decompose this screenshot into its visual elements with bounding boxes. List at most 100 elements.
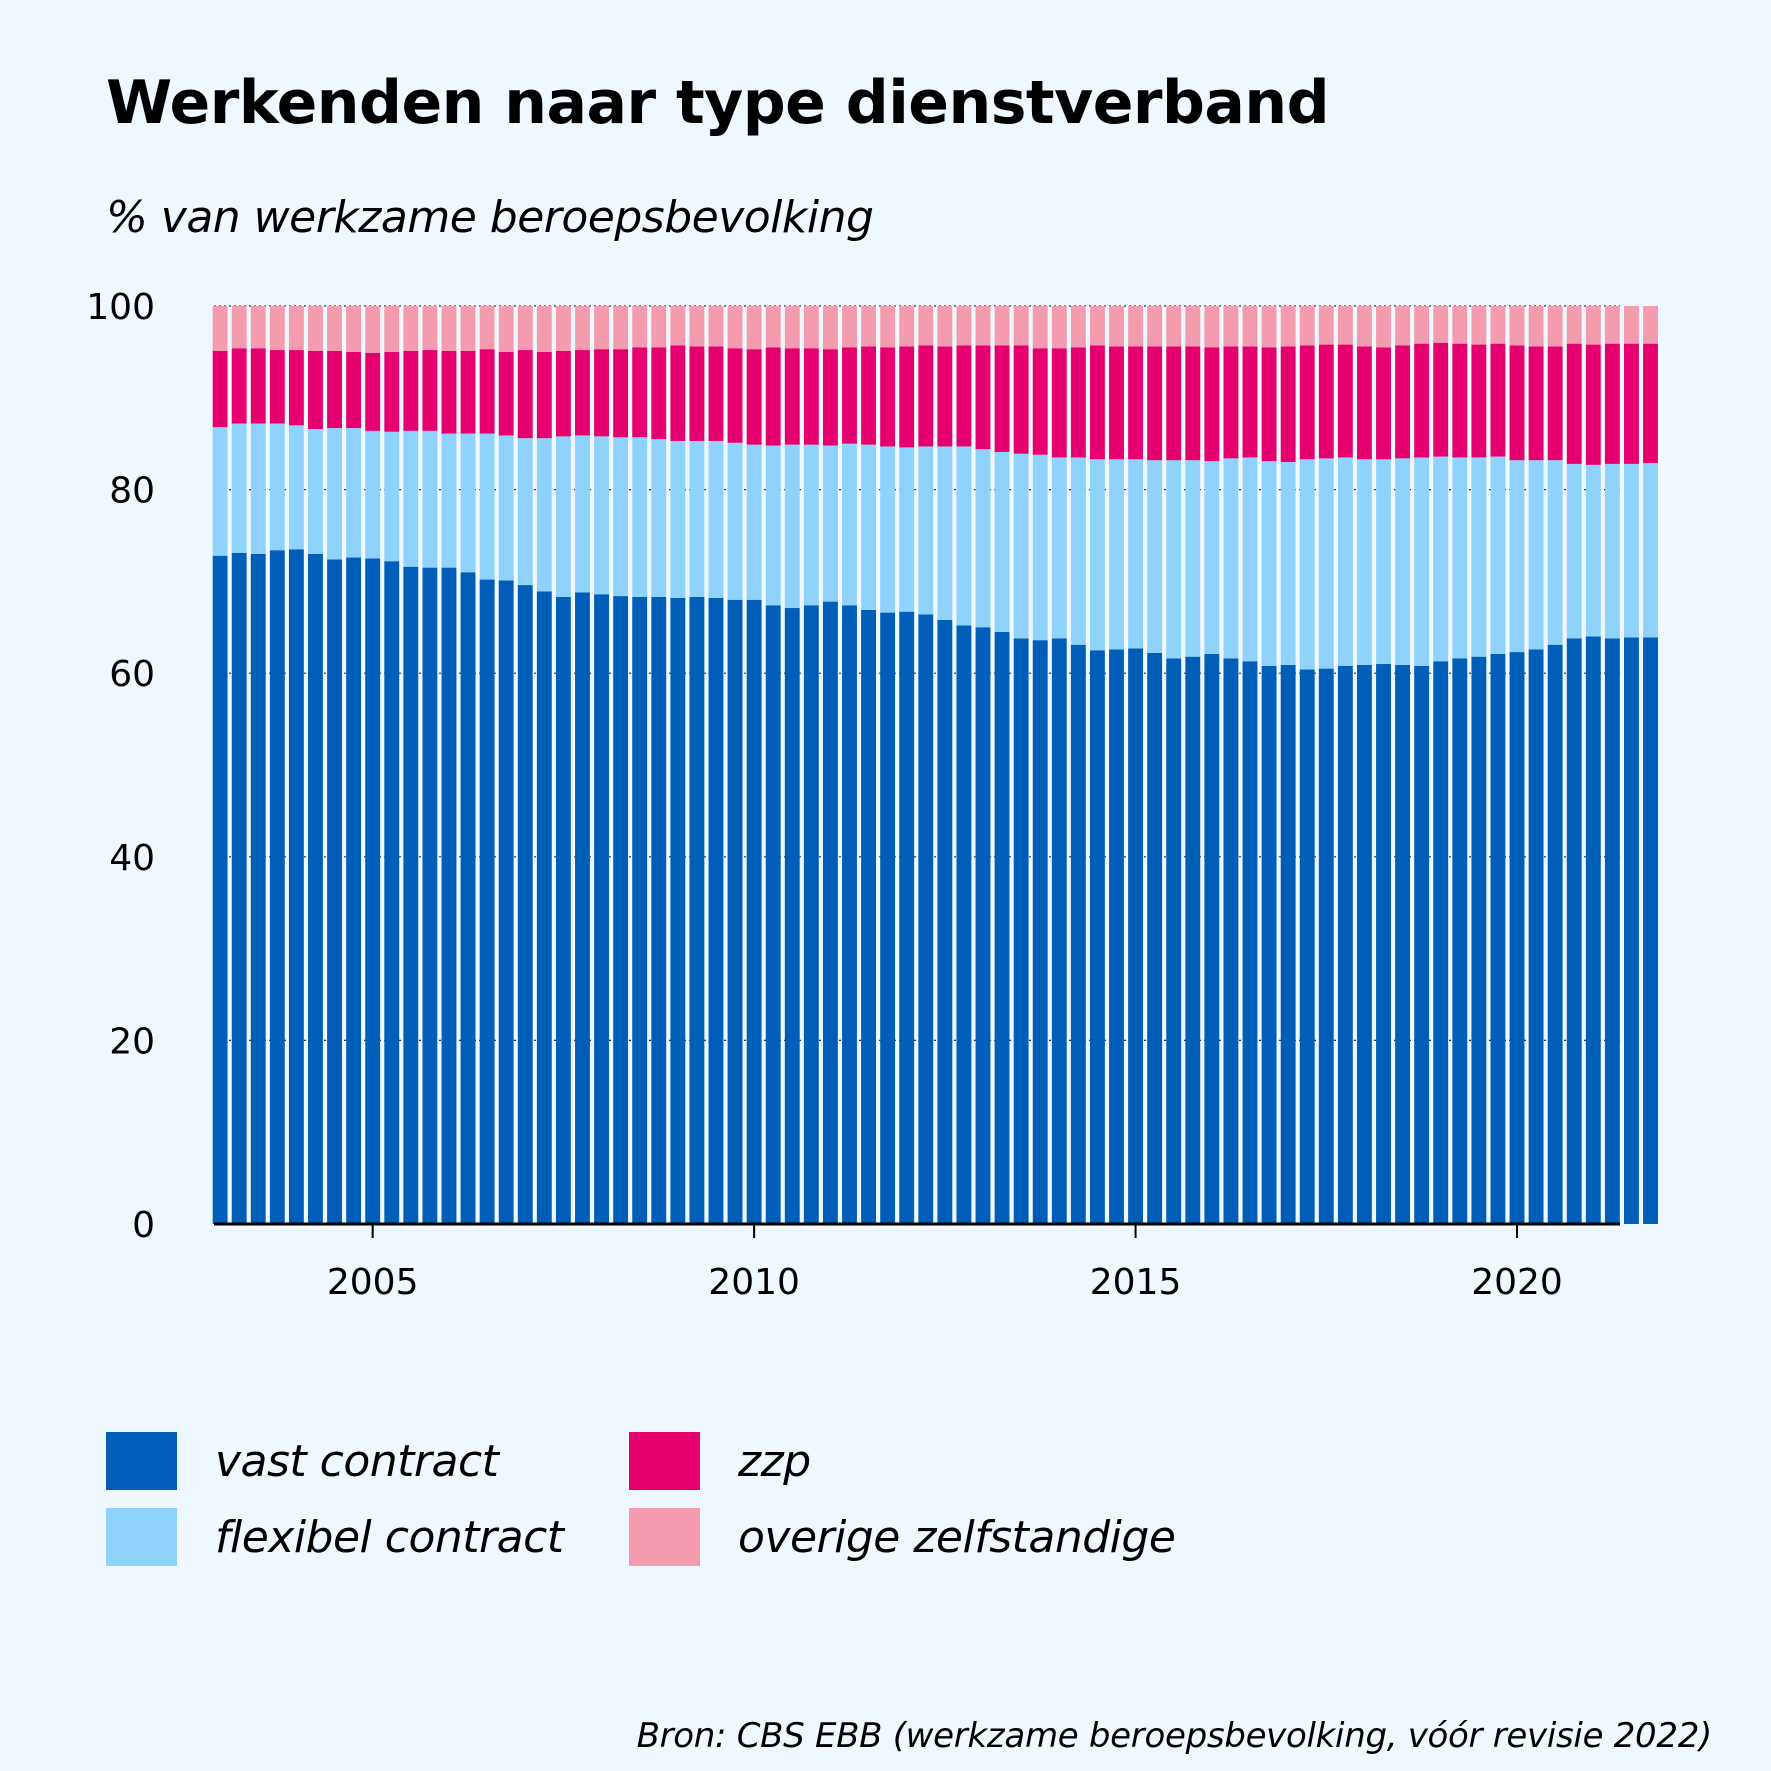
bar-segment-overige-zelfstandige-36 [899, 306, 915, 347]
bar-segment-flexibel-contract-30 [784, 444, 800, 609]
bar-segment-vast-contract-35 [880, 612, 896, 1224]
bar-segment-zzp-56 [1280, 346, 1296, 463]
bar-segment-zzp-37 [918, 345, 934, 447]
bar-segment-zzp-46 [1089, 345, 1105, 460]
y-tick-label-40: 40 [109, 838, 155, 879]
bar-segment-flexibel-contract-28 [746, 444, 762, 600]
bar-segment-overige-zelfstandige-34 [861, 306, 876, 347]
bar-segment-vast-contract-25 [689, 597, 705, 1224]
bar-segment-flexibel-contract-74 [1624, 463, 1639, 638]
bar-segment-zzp-30 [784, 348, 800, 445]
bar-segment-overige-zelfstandige-48 [1128, 306, 1144, 347]
bar-segment-vast-contract-58 [1318, 668, 1334, 1224]
bar-segment-overige-zelfstandige-6 [327, 306, 342, 351]
bar-segment-zzp-68 [1509, 345, 1525, 461]
bar-segment-vast-contract-67 [1490, 653, 1506, 1224]
bar-segment-overige-zelfstandige-29 [765, 306, 781, 348]
bar-segment-zzp-20 [594, 349, 609, 437]
bar-segment-vast-contract-39 [956, 625, 972, 1224]
bar-segment-zzp-43 [1032, 348, 1048, 455]
bar-segment-overige-zelfstandige-50 [1166, 306, 1182, 347]
bar-segment-zzp-35 [880, 347, 896, 447]
bar-segment-zzp-50 [1166, 346, 1182, 461]
bar-segment-overige-zelfstandige-64 [1433, 306, 1449, 343]
legend-label-vast-contract: vast contract [215, 1435, 499, 1487]
bar-segment-zzp-28 [746, 349, 762, 445]
bar-segment-overige-zelfstandige-31 [803, 306, 819, 349]
legend-label-overige-zelfstandige: overige zelfstandige [738, 1511, 1176, 1563]
bar-segment-zzp-19 [575, 350, 590, 436]
bar-segment-overige-zelfstandige-58 [1318, 306, 1334, 345]
bar-segment-flexibel-contract-55 [1261, 461, 1277, 666]
bar-segment-zzp-73 [1604, 343, 1620, 464]
bar-segment-vast-contract-24 [670, 597, 686, 1224]
bar-segment-vast-contract-57 [1299, 669, 1315, 1224]
bar-segment-vast-contract-74 [1624, 637, 1639, 1224]
bar-segment-overige-zelfstandige-73 [1604, 306, 1620, 344]
bar-segment-vast-contract-13 [460, 572, 476, 1224]
bar-segment-overige-zelfstandige-8 [365, 306, 381, 353]
legend-swatch-zzp [629, 1432, 700, 1490]
x-tick-label-2020: 2020 [1471, 1262, 1563, 1303]
bar-segment-zzp-29 [765, 347, 781, 446]
bar-segment-zzp-59 [1337, 344, 1353, 458]
bar-segment-flexibel-contract-13 [460, 433, 476, 573]
bar-segment-overige-zelfstandige-18 [555, 306, 571, 351]
bar-segment-overige-zelfstandige-27 [727, 306, 743, 349]
bar-segment-flexibel-contract-53 [1223, 458, 1239, 659]
bar-segment-overige-zelfstandige-42 [1013, 306, 1029, 346]
bar-segment-vast-contract-59 [1337, 665, 1353, 1224]
bar-segment-vast-contract-17 [536, 591, 552, 1224]
bar-segment-overige-zelfstandige-67 [1490, 306, 1506, 344]
bar-segment-flexibel-contract-37 [918, 446, 934, 615]
bar-segment-vast-contract-63 [1414, 665, 1430, 1224]
bar-segment-overige-zelfstandige-1 [231, 306, 247, 349]
bar-segment-overige-zelfstandige-61 [1376, 306, 1391, 348]
bar-segment-vast-contract-28 [746, 599, 762, 1224]
bar-segment-flexibel-contract-2 [250, 423, 266, 554]
bar-segment-zzp-57 [1299, 345, 1315, 460]
bar-segment-zzp-13 [460, 350, 476, 434]
bar-segment-zzp-41 [994, 345, 1010, 452]
chart-title: Werkenden naar type dienstverband [106, 68, 1330, 138]
bar-segment-flexibel-contract-31 [803, 444, 819, 606]
bar-segment-zzp-36 [899, 346, 915, 448]
legend-item-zzp: zzp [629, 1432, 811, 1490]
bar-segment-vast-contract-38 [937, 619, 953, 1224]
bar-segment-flexibel-contract-48 [1128, 459, 1144, 649]
bar-segment-overige-zelfstandige-13 [460, 306, 476, 351]
bar-segment-vast-contract-5 [308, 553, 323, 1224]
bar-segment-vast-contract-11 [422, 567, 438, 1224]
bar-segment-zzp-75 [1643, 343, 1658, 463]
bar-segment-vast-contract-52 [1204, 653, 1220, 1224]
bar-segment-flexibel-contract-58 [1318, 458, 1334, 669]
bar-segment-overige-zelfstandige-52 [1204, 306, 1220, 348]
bar-segment-vast-contract-9 [384, 561, 400, 1224]
bar-segment-overige-zelfstandige-17 [536, 306, 552, 352]
bar-segment-zzp-63 [1414, 343, 1430, 458]
bar-segment-zzp-11 [422, 350, 438, 431]
bar-segment-flexibel-contract-10 [403, 430, 419, 567]
bar-segment-zzp-7 [346, 351, 362, 429]
bar-segment-zzp-60 [1356, 346, 1372, 460]
bar-segment-flexibel-contract-17 [536, 438, 552, 592]
bar-segment-vast-contract-15 [498, 580, 514, 1224]
bar-segment-overige-zelfstandige-74 [1624, 306, 1639, 344]
bar-segment-zzp-1 [231, 348, 247, 424]
bar-segment-vast-contract-75 [1643, 637, 1658, 1224]
bar-segment-vast-contract-73 [1604, 638, 1620, 1224]
bar-segment-overige-zelfstandige-15 [498, 306, 514, 352]
bar-segment-overige-zelfstandige-25 [689, 306, 705, 347]
bar-segment-flexibel-contract-61 [1376, 459, 1391, 665]
bar-segment-overige-zelfstandige-43 [1032, 306, 1048, 349]
bar-segment-vast-contract-43 [1032, 640, 1048, 1224]
bar-segment-flexibel-contract-6 [327, 428, 342, 560]
bar-segment-flexibel-contract-21 [613, 437, 629, 597]
bar-segment-vast-contract-8 [365, 558, 381, 1224]
bar-segment-zzp-64 [1433, 342, 1449, 457]
source-note: Bron: CBS EBB (werkzame beroepsbevolking… [636, 1716, 1713, 1756]
bar-segment-overige-zelfstandige-14 [479, 306, 495, 350]
x-tick-label-2015: 2015 [1090, 1262, 1182, 1303]
bar-segment-flexibel-contract-52 [1204, 461, 1220, 654]
bar-segment-zzp-74 [1624, 343, 1639, 464]
